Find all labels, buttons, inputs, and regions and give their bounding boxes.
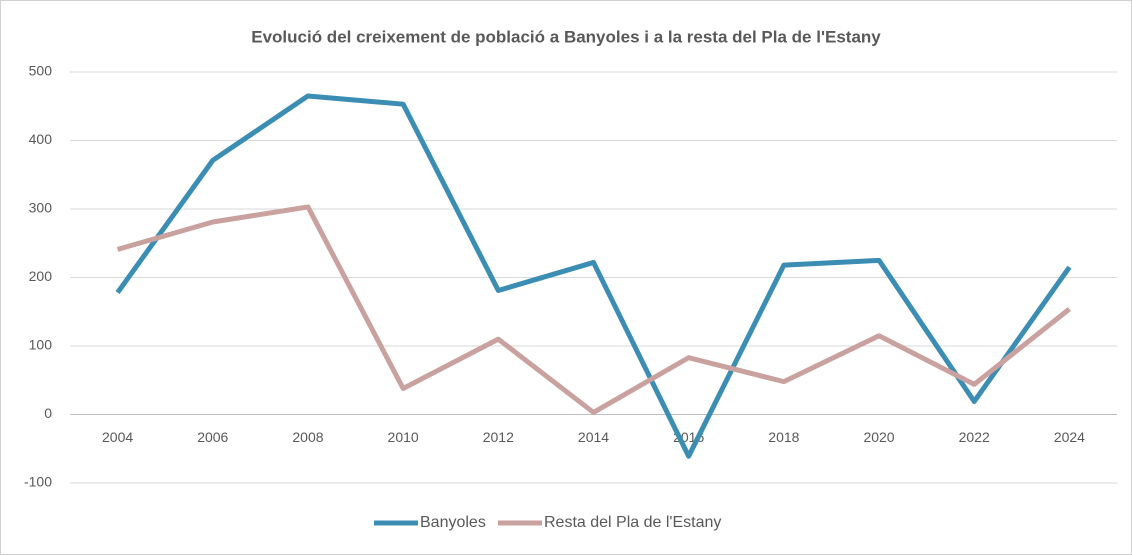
x-tick-label: 2012	[483, 429, 514, 445]
x-tick-label: 2006	[197, 429, 228, 445]
x-tick-label: 2024	[1054, 429, 1085, 445]
x-tick-label: 2014	[578, 429, 609, 445]
y-tick-label: 100	[29, 337, 53, 353]
x-tick-label: 2010	[388, 429, 419, 445]
x-tick-label: 2022	[959, 429, 990, 445]
y-tick-label: 400	[29, 131, 53, 147]
y-tick-label: -100	[24, 474, 52, 490]
y-tick-label: 300	[29, 200, 53, 216]
series-line	[116, 204, 1071, 415]
y-tick-label: 500	[29, 63, 53, 79]
x-tick-label: 2018	[768, 429, 799, 445]
x-tick-label: 2004	[102, 429, 133, 445]
legend-label: Banyoles	[420, 514, 486, 531]
x-tick-label: 2008	[292, 429, 323, 445]
chart-title: Evolució del creixement de població a Ba…	[251, 27, 881, 46]
legend-label: Resta del Pla de l'Estany	[544, 514, 721, 531]
y-tick-label: 0	[44, 405, 52, 421]
y-tick-label: 200	[29, 268, 53, 284]
series-line	[115, 93, 1072, 459]
x-tick-label: 2020	[863, 429, 894, 445]
